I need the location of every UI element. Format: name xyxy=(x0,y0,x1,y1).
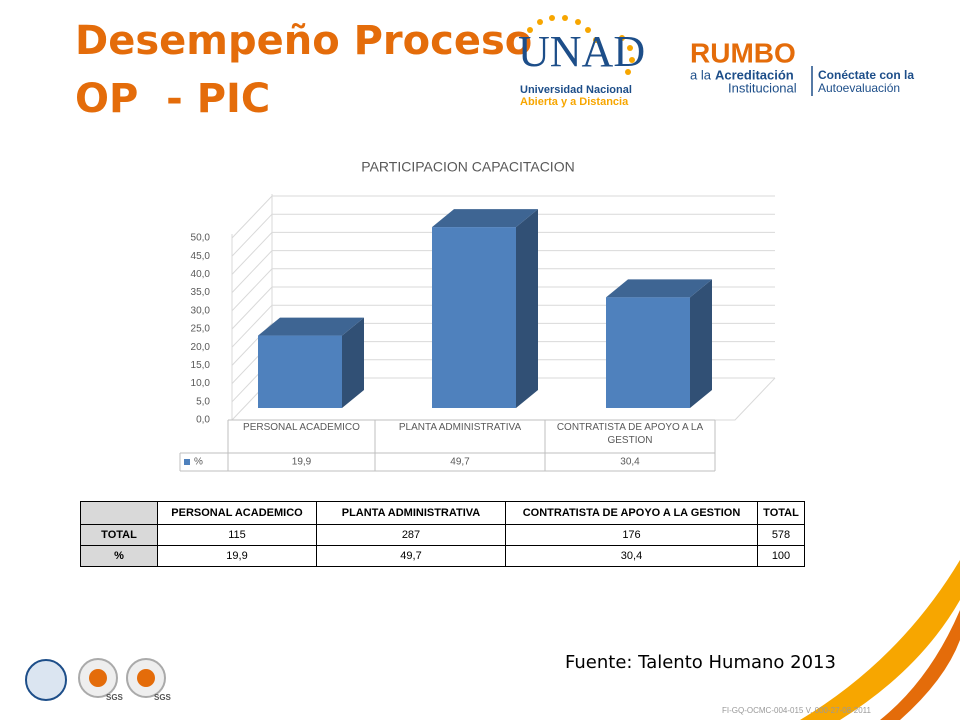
table-corner xyxy=(80,501,158,525)
bar-top xyxy=(606,279,712,298)
seal-text: SGS xyxy=(154,693,172,702)
row-header: % xyxy=(80,545,158,567)
seal-text: SGS xyxy=(106,693,124,702)
legend-key xyxy=(184,459,190,465)
table-cell: 19,9 xyxy=(157,545,317,567)
slide-title: OP - PIC xyxy=(75,76,271,122)
y-tick-label: 25,0 xyxy=(191,324,211,335)
x-tick-label: PLANTA ADMINISTRATIVA xyxy=(398,422,522,433)
table-header: PERSONAL ACADEMICO xyxy=(157,501,317,525)
x-tick-label: PERSONAL ACADEMICO xyxy=(243,422,360,433)
y-tick-label: 10,0 xyxy=(191,378,211,389)
decoration xyxy=(880,610,960,720)
data-table: PERSONAL ACADEMICO PLANTA ADMINISTRATIVA… xyxy=(80,501,805,567)
seals: SGS SGS xyxy=(25,658,172,702)
logo-text: Universidad Nacional xyxy=(520,84,632,96)
table-cell: 49,7 xyxy=(316,545,506,567)
chart: PARTICIPACION CAPACITACION 0,0 5,0 10,0 15,… xyxy=(179,159,776,472)
bar-top xyxy=(432,209,538,228)
x-tick-label-box: PLANTA ADMINISTRATIVA xyxy=(398,422,522,433)
logo-text: Abierta y a Distancia xyxy=(520,96,629,108)
table-header: TOTAL xyxy=(757,501,805,525)
logo-text: Institucional xyxy=(728,80,797,95)
bar xyxy=(258,335,342,408)
y-tick-label: 0,0 xyxy=(196,415,210,426)
decoration xyxy=(800,560,960,720)
x-tick-label-box: PERSONAL ACADEMICO xyxy=(243,422,360,433)
table-cell: 176 xyxy=(505,524,758,546)
rumbo-logo: RUMBO a la Acreditación Institucional Co… xyxy=(690,37,914,96)
x-tick-label-box: CONTRATISTA DE APOYO A LA GESTION xyxy=(556,422,704,446)
table-cell: 100 xyxy=(757,545,805,567)
table-cell: 287 xyxy=(316,524,506,546)
table-cell: 30,4 xyxy=(505,545,758,567)
logo-text: RUMBO xyxy=(690,37,796,68)
slide-title: Desempeño Proceso xyxy=(75,18,533,64)
value-label: 49,7 xyxy=(450,457,470,468)
logo-text: Acreditación xyxy=(715,67,794,82)
bar-side xyxy=(516,209,538,408)
bar xyxy=(606,297,690,408)
y-tick-label: 45,0 xyxy=(191,251,211,262)
row-header: TOTAL xyxy=(80,524,158,546)
bar-side xyxy=(342,317,364,408)
y-tick-label: 30,0 xyxy=(191,305,211,316)
table-header: CONTRATISTA DE APOYO A LA GESTION xyxy=(505,501,758,525)
value-label: 19,9 xyxy=(292,457,312,468)
bar-top xyxy=(258,317,364,336)
table-cell: 578 xyxy=(757,524,805,546)
y-tick-label: 5,0 xyxy=(196,396,210,407)
logo-text: Conéctate con la xyxy=(818,68,914,82)
y-tick-label: 15,0 xyxy=(191,360,211,371)
value-label: 30,4 xyxy=(620,457,640,468)
bar-side xyxy=(690,279,712,408)
logo-text: a la xyxy=(690,67,712,82)
chart-data-table: PERSONAL ACADEMICO PLANTA ADMINISTRATIVA C… xyxy=(179,419,716,472)
y-tick-label: 35,0 xyxy=(191,287,211,298)
table-header: PLANTA ADMINISTRATIVA xyxy=(316,501,506,525)
y-tick-label: 20,0 xyxy=(191,342,211,353)
x-tick-label: CONTRATISTA DE APOYO A LA GESTION xyxy=(556,422,704,446)
footer: FI-GQ-OCMC-004-015 V. 000-27-08-2011 xyxy=(722,706,871,715)
logo-text: Autoevaluación xyxy=(818,81,900,95)
logo-text: UNAD xyxy=(518,27,645,76)
source: Fuente: Talento Humano 2013 xyxy=(565,652,836,673)
unad-logo: UNAD Universidad Nacional Abierta y a Di… xyxy=(518,15,645,108)
table-cell: 115 xyxy=(157,524,317,546)
y-tick-label: 50,0 xyxy=(191,233,211,244)
legend-label: % xyxy=(194,457,203,468)
y-tick-label: 40,0 xyxy=(191,269,211,280)
bar xyxy=(432,227,516,408)
chart-title: PARTICIPACION CAPACITACION xyxy=(361,159,574,175)
